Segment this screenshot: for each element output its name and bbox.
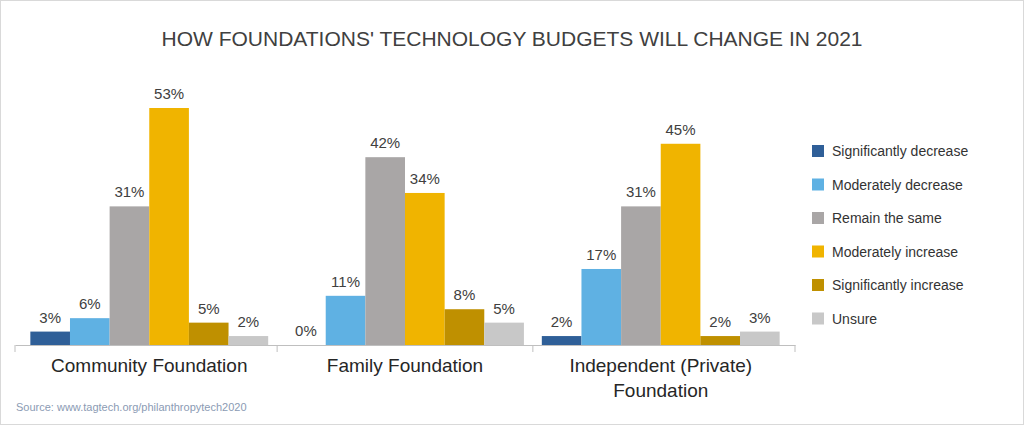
- bar: [286, 345, 326, 346]
- legend-swatch: [812, 246, 824, 258]
- data-label: 6%: [79, 295, 101, 312]
- bar: [700, 336, 740, 345]
- legend-item: Remain the same: [812, 210, 942, 226]
- data-label: 2%: [709, 313, 731, 330]
- data-label: 3%: [749, 309, 771, 326]
- legend-label: Remain the same: [832, 210, 942, 226]
- legend-label: Unsure: [832, 311, 877, 327]
- data-label: 45%: [666, 121, 696, 138]
- legend-item: Unsure: [812, 311, 877, 327]
- bar: [445, 309, 485, 345]
- x-tick-label: Community Foundation: [51, 355, 247, 376]
- legend-swatch: [812, 212, 824, 224]
- legend-item: Significantly increase: [812, 277, 964, 293]
- x-tick: Independent (Private)Foundation: [569, 345, 752, 401]
- legend: Significantly decrease Moderately decreas…: [812, 143, 968, 327]
- data-label: 2%: [551, 313, 573, 330]
- bar: [542, 336, 582, 345]
- bar: [484, 323, 524, 345]
- background: [1, 1, 1024, 425]
- x-axis: Community Foundation Family Foundation Ind…: [16, 345, 796, 401]
- bar: [189, 323, 229, 345]
- bar: [661, 144, 701, 345]
- group-separator: [277, 345, 278, 352]
- legend-item: Moderately increase: [812, 244, 958, 260]
- data-label: 8%: [454, 286, 476, 303]
- source-note: Source: www.tagtech.org/philanthropytech…: [16, 401, 247, 413]
- data-label: 42%: [370, 134, 400, 151]
- legend-label: Significantly decrease: [832, 143, 968, 159]
- bar: [621, 206, 661, 345]
- bar: [365, 157, 405, 345]
- title: HOW FOUNDATIONS' TECHNOLOGY BUDGETS WILL…: [161, 27, 862, 50]
- bar: [30, 332, 70, 345]
- group-separator: [15, 345, 16, 352]
- chart: HOW FOUNDATIONS' TECHNOLOGY BUDGETS WILL…: [0, 0, 1024, 425]
- legend-label: Moderately increase: [832, 244, 958, 260]
- x-tick: Community Foundation: [51, 345, 247, 376]
- x-axis-line: [16, 345, 796, 346]
- legend-item: Moderately decrease: [812, 177, 963, 193]
- legend-item: Significantly decrease: [812, 143, 968, 159]
- data-label: 3%: [39, 309, 61, 326]
- legend-swatch: [812, 313, 824, 325]
- bar: [149, 108, 189, 345]
- data-label: 5%: [493, 300, 515, 317]
- bar: [326, 296, 366, 345]
- legend-label: Moderately decrease: [832, 177, 963, 193]
- x-tick: Family Foundation: [327, 345, 483, 376]
- data-label: 17%: [586, 246, 616, 263]
- data-label: 31%: [114, 183, 144, 200]
- data-label: 5%: [198, 300, 220, 317]
- data-label: 11%: [331, 273, 360, 290]
- bar: [405, 193, 445, 345]
- legend-swatch: [812, 279, 824, 291]
- legend-label: Significantly increase: [832, 277, 964, 293]
- bars: [30, 108, 779, 345]
- legend-swatch: [812, 179, 824, 191]
- bar: [70, 318, 110, 345]
- x-tick-label: Family Foundation: [327, 355, 483, 376]
- group-separator: [532, 345, 533, 352]
- x-tick-label: Independent (Private)Foundation: [569, 355, 752, 401]
- bar: [740, 332, 780, 345]
- data-labels: 3% 0% 2% 6% 11% 17% 31% 42% 31% 53% 34% 45% 5% 8% 2% 2%…: [39, 85, 770, 339]
- bar: [581, 269, 621, 345]
- legend-swatch: [812, 145, 824, 157]
- data-label: 34%: [410, 170, 440, 187]
- data-label: 2%: [238, 313, 260, 330]
- bar: [229, 336, 269, 345]
- data-label: 31%: [626, 183, 656, 200]
- group-separator: [795, 345, 796, 352]
- data-label: 53%: [154, 85, 184, 102]
- data-label: 0%: [295, 322, 317, 339]
- bar: [110, 206, 150, 345]
